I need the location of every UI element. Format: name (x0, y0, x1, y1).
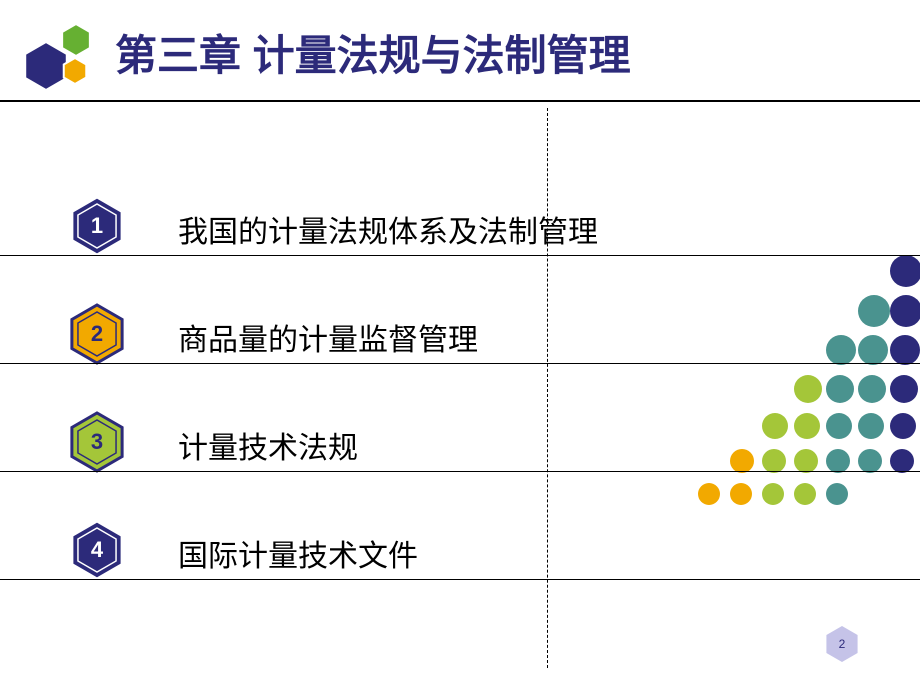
header-hex-icon (22, 24, 112, 109)
item-underline (0, 255, 920, 256)
toc-items: 1 我国的计量法规体系及法制管理 2 商品量的计量监督管理 3 计量技术法规 4 国际计量技术… (68, 195, 868, 627)
decorative-dot (890, 413, 916, 439)
decorative-dot (890, 449, 914, 473)
hex-number: 2 (68, 321, 126, 347)
toc-item-label: 商品量的计量监督管理 (178, 315, 478, 359)
toc-item: 2 商品量的计量监督管理 (68, 303, 868, 365)
decorative-dot (890, 375, 918, 403)
hex-number: 1 (68, 213, 126, 239)
toc-item-label: 我国的计量法规体系及法制管理 (178, 207, 598, 251)
page-number: 2 (824, 637, 860, 651)
item-underline (0, 471, 920, 472)
decorative-dot (890, 295, 920, 327)
toc-item: 4 国际计量技术文件 (68, 519, 868, 581)
slide-header: 第三章 计量法规与法制管理 (0, 0, 920, 110)
item-underline (0, 579, 920, 580)
slide-container: 第三章 计量法规与法制管理 1 我国的计量法规体系及法制管理 2 商品量的计量监督管理… (0, 0, 920, 690)
item-underline (0, 363, 920, 364)
decorative-dot (890, 335, 920, 365)
hex-number: 4 (68, 537, 126, 563)
decorative-dot (890, 255, 920, 287)
slide-title: 第三章 计量法规与法制管理 (115, 22, 631, 83)
toc-item: 3 计量技术法规 (68, 411, 868, 473)
toc-item-label: 计量技术法规 (178, 423, 358, 467)
page-number-badge: 2 (824, 623, 860, 670)
hex-number: 3 (68, 429, 126, 455)
title-underline (0, 100, 920, 102)
toc-item-label: 国际计量技术文件 (178, 531, 418, 575)
toc-item: 1 我国的计量法规体系及法制管理 (68, 195, 868, 257)
